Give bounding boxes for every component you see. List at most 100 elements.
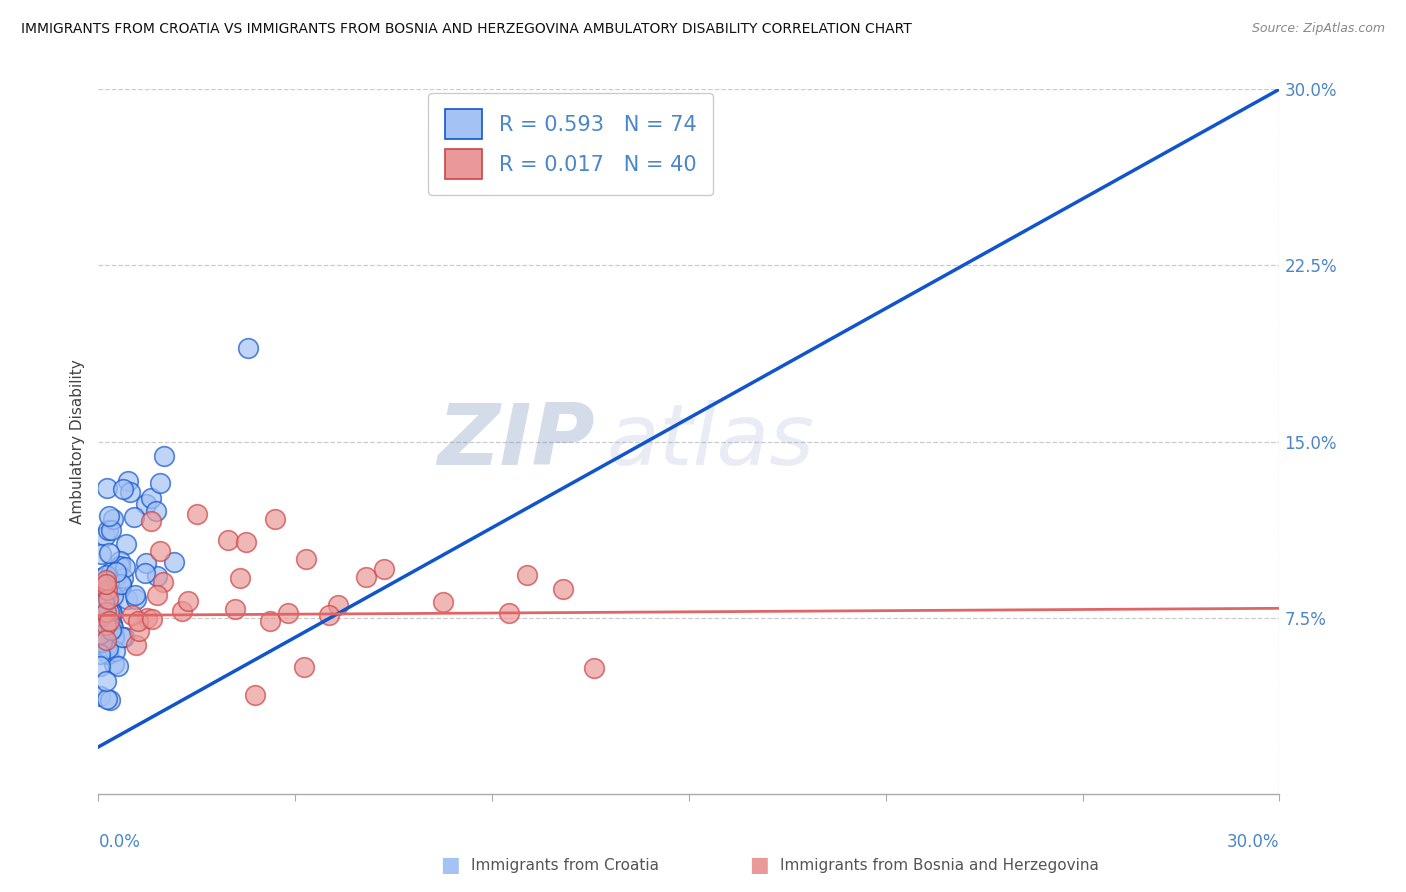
Point [96, 641, 118, 656]
Point [135, 497, 157, 511]
Point [105, 569, 128, 583]
Point [148, 543, 170, 558]
Point [277, 606, 299, 620]
Point [96, 573, 118, 587]
Point [146, 569, 169, 583]
Point [373, 562, 395, 576]
Point [107, 659, 129, 673]
Point [498, 606, 520, 620]
Point [93, 595, 115, 609]
Point [108, 559, 131, 574]
Point [432, 595, 454, 609]
Point [96, 633, 118, 648]
Point [89, 626, 111, 640]
Point [101, 616, 124, 631]
Point [94, 673, 117, 688]
Y-axis label: Ambulatory Disability: Ambulatory Disability [69, 359, 84, 524]
Point [94, 592, 117, 607]
Point [134, 566, 156, 580]
Point [97, 508, 120, 523]
Point [263, 512, 285, 526]
Point [583, 661, 606, 675]
Legend: R = 0.593   N = 74, R = 0.017   N = 40: R = 0.593 N = 74, R = 0.017 N = 40 [429, 93, 713, 195]
Point [292, 660, 315, 674]
Point [162, 555, 184, 569]
Point [96, 576, 118, 591]
Text: ■: ■ [440, 855, 460, 875]
Point [98, 546, 121, 560]
Point [98, 582, 121, 596]
Point [98, 605, 121, 619]
Point [96, 605, 118, 619]
Point [135, 556, 157, 570]
Point [318, 608, 340, 623]
Text: ■: ■ [749, 855, 769, 875]
Point [121, 607, 143, 622]
Point [115, 592, 138, 607]
Point [89, 689, 111, 703]
Point [114, 559, 136, 574]
Point [89, 572, 111, 586]
Point [103, 657, 125, 672]
Point [217, 533, 239, 547]
Text: atlas: atlas [606, 400, 814, 483]
Point [89, 634, 111, 648]
Point [235, 534, 257, 549]
Point [108, 554, 131, 568]
Point [110, 578, 132, 592]
Point [101, 617, 124, 632]
Point [100, 565, 122, 579]
Point [127, 614, 149, 628]
Point [100, 523, 122, 537]
Point [96, 582, 118, 597]
Point [245, 688, 267, 702]
Point [96, 481, 118, 495]
Point [96, 618, 118, 632]
Point [105, 566, 128, 580]
Point [141, 514, 163, 528]
Point [97, 647, 120, 661]
Point [326, 598, 349, 612]
Point [229, 571, 252, 585]
Point [98, 693, 121, 707]
Point [141, 612, 163, 626]
Point [356, 570, 378, 584]
Point [97, 523, 120, 537]
Text: Immigrants from Bosnia and Herzegovina: Immigrants from Bosnia and Herzegovina [780, 858, 1099, 872]
Point [259, 614, 281, 628]
Point [124, 588, 146, 602]
Point [111, 631, 134, 645]
Point [89, 647, 111, 661]
Point [128, 624, 150, 639]
Point [136, 611, 159, 625]
Point [170, 604, 193, 618]
Point [98, 615, 121, 629]
Point [101, 512, 124, 526]
Point [112, 571, 135, 585]
Point [91, 635, 114, 649]
Point [94, 594, 117, 608]
Point [89, 628, 111, 642]
Point [294, 551, 316, 566]
Point [145, 504, 167, 518]
Point [91, 628, 114, 642]
Text: ZIP: ZIP [437, 400, 595, 483]
Point [153, 449, 176, 463]
Point [97, 592, 120, 607]
Text: IMMIGRANTS FROM CROATIA VS IMMIGRANTS FROM BOSNIA AND HERZEGOVINA AMBULATORY DIS: IMMIGRANTS FROM CROATIA VS IMMIGRANTS FR… [21, 22, 912, 37]
Point [91, 618, 114, 632]
Point [101, 621, 124, 635]
Point [94, 568, 117, 582]
Point [100, 606, 122, 620]
Point [90, 547, 112, 561]
Point [100, 623, 122, 637]
Point [125, 638, 148, 652]
Point [96, 692, 118, 706]
Point [122, 510, 145, 524]
Point [152, 575, 174, 590]
Point [146, 588, 169, 602]
Point [139, 491, 162, 506]
Point [98, 626, 121, 640]
Point [89, 659, 111, 673]
Text: Immigrants from Croatia: Immigrants from Croatia [471, 858, 659, 872]
